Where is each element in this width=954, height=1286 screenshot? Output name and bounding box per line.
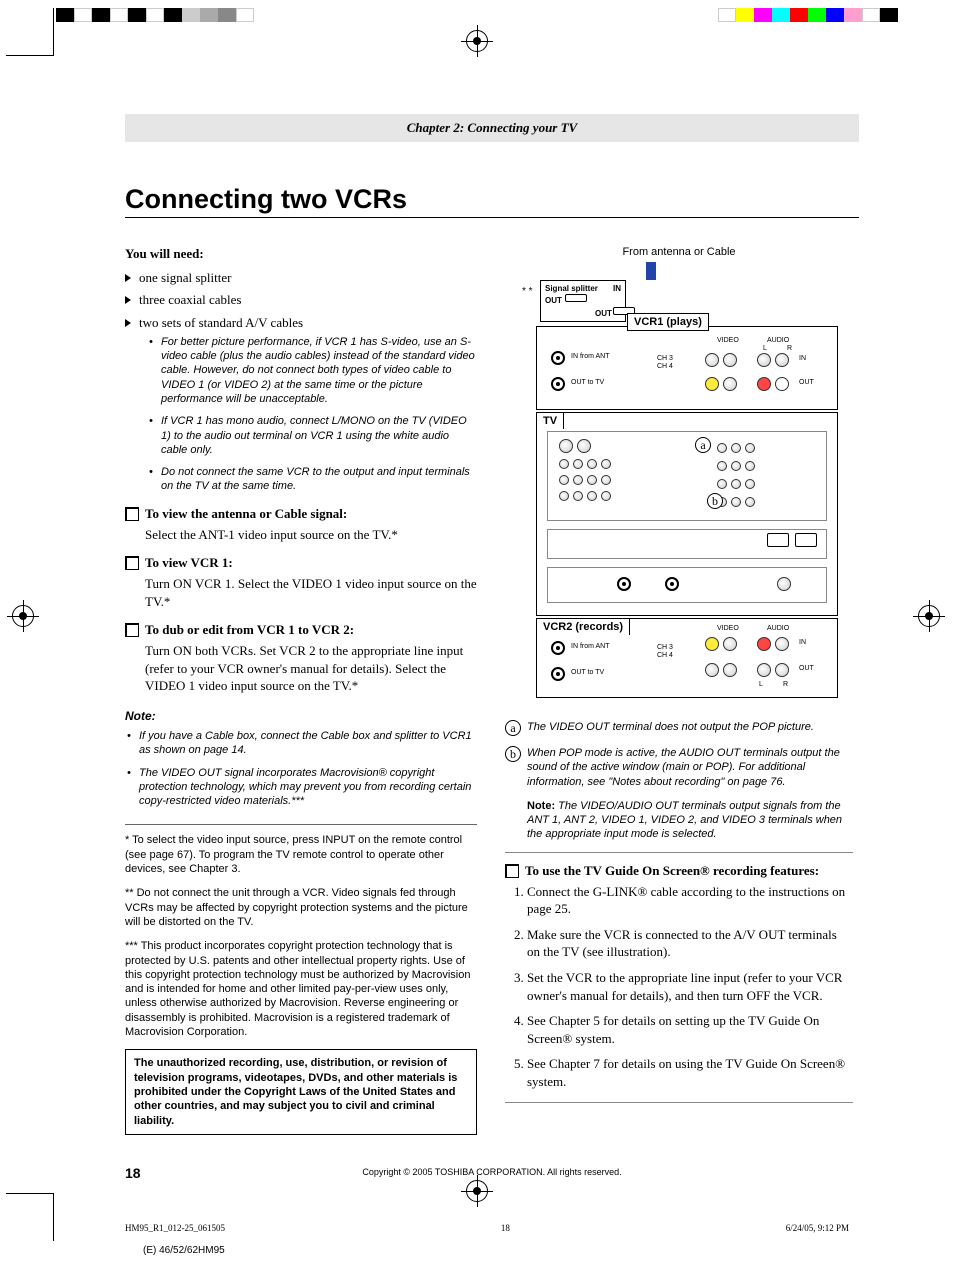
footnote: ** Do not connect the unit through a VCR… xyxy=(125,886,477,929)
diagram-caption: From antenna or Cable xyxy=(505,246,853,258)
chapter-heading: Chapter 2: Connecting your TV xyxy=(125,114,859,142)
vcr2-video: VIDEO xyxy=(717,625,739,632)
right-note: Note: The VIDEO/AUDIO OUT terminals outp… xyxy=(505,799,853,842)
tvguide-step: Make sure the VCR is connected to the A/… xyxy=(527,926,853,961)
vcr1-box: VCR1 (plays) IN from ANT OUT to TV CH 3 … xyxy=(536,326,838,410)
imprint-date: 6/24/05, 9:12 PM xyxy=(786,1223,849,1233)
vcr2-in-ant: IN from ANT xyxy=(571,643,610,650)
model-code: (E) 46/52/62HM95 xyxy=(143,1245,859,1256)
vcr1-video: VIDEO xyxy=(717,337,739,344)
need-subnotes: For better picture performance, if VCR 1… xyxy=(139,335,477,494)
annotation-letter: a xyxy=(505,720,521,736)
splitter-out: OUT xyxy=(545,296,562,305)
annotation-letter: b xyxy=(505,746,521,762)
vcr2-r: R xyxy=(783,681,788,688)
double-star: * * xyxy=(522,286,533,297)
vcr2-in: IN xyxy=(799,639,806,646)
vcr1-title: VCR1 (plays) xyxy=(627,313,709,331)
annotation-text: The VIDEO OUT terminal does not output t… xyxy=(527,720,814,736)
imprint-line: HM95_R1_012-25_061505 18 6/24/05, 9:12 P… xyxy=(125,1223,859,1233)
left-column: You will need: one signal splitter three… xyxy=(125,246,477,1135)
annotation-b: b When POP mode is active, the AUDIO OUT… xyxy=(505,746,853,789)
tv-title: TV xyxy=(536,412,564,429)
imprint-file: HM95_R1_012-25_061505 xyxy=(125,1223,225,1233)
imprint-page: 18 xyxy=(501,1223,510,1233)
vcr2-ch3: CH 3 xyxy=(657,644,673,651)
vcr1-out: OUT xyxy=(799,379,814,386)
diagram-label-b: b xyxy=(707,493,723,509)
tvguide-heading: To use the TV Guide On Screen® recording… xyxy=(505,863,853,879)
need-list: one signal splitter three coaxial cables… xyxy=(125,270,477,494)
connection-diagram: * * Signal splitter IN OUT OUT VCR1 (pla… xyxy=(516,262,842,702)
page-title: Connecting two VCRs xyxy=(125,184,859,215)
tvguide-step: Set the VCR to the appropriate line inpu… xyxy=(527,969,853,1004)
footnote: * To select the video input source, pres… xyxy=(125,833,477,876)
footnote-rule xyxy=(125,824,477,825)
annotation-a: a The VIDEO OUT terminal does not output… xyxy=(505,720,853,736)
need-item: one signal splitter xyxy=(139,270,477,286)
task-title: To dub or edit from VCR 1 to VCR 2: xyxy=(145,622,477,638)
need-subnote: If VCR 1 has mono audio, connect L/MONO … xyxy=(161,414,477,457)
tvguide-steps: Connect the G-LINK® cable according to t… xyxy=(505,883,853,1090)
vcr1-audio: AUDIO xyxy=(767,337,789,344)
copyright: Copyright © 2005 TOSHIBA CORPORATION. Al… xyxy=(125,1167,859,1177)
vcr1-ch4: CH 4 xyxy=(657,363,673,370)
vcr1-out-tv: OUT to TV xyxy=(571,379,604,386)
task-item: To dub or edit from VCR 1 to VCR 2: Turn… xyxy=(125,622,477,695)
vcr2-title: VCR2 (records) xyxy=(536,618,630,635)
tvguide-box: To use the TV Guide On Screen® recording… xyxy=(505,852,853,1103)
signal-splitter: Signal splitter IN OUT OUT xyxy=(540,280,626,322)
task-body: Select the ANT-1 video input source on t… xyxy=(145,526,477,544)
need-subnote: Do not connect the same VCR to the outpu… xyxy=(161,465,477,494)
tvguide-title: To use the TV Guide On Screen® recording… xyxy=(525,863,853,879)
note-item: The VIDEO OUT signal incorporates Macrov… xyxy=(139,766,477,809)
vcr2-audio: AUDIO xyxy=(767,625,789,632)
task-item: To view VCR 1: Turn ON VCR 1. Select the… xyxy=(125,555,477,610)
need-item-label: two sets of standard A/V cables xyxy=(139,315,303,330)
vcr1-r: R xyxy=(787,345,792,352)
vcr1-in-ant: IN from ANT xyxy=(571,353,610,360)
vcr1-ch3: CH 3 xyxy=(657,355,673,362)
note-item: If you have a Cable box, connect the Cab… xyxy=(139,729,477,758)
title-rule xyxy=(125,217,859,218)
right-note-text: The VIDEO/AUDIO OUT terminals output sig… xyxy=(527,800,842,841)
vcr2-box: VCR2 (records) IN from ANT OUT to TV CH … xyxy=(536,618,838,698)
vcr2-out: OUT xyxy=(799,665,814,672)
legal-warning: The unauthorized recording, use, distrib… xyxy=(125,1049,477,1134)
note-heading: Note: xyxy=(125,709,477,723)
vcr2-l: L xyxy=(759,681,763,688)
vcr1-in: IN xyxy=(799,355,806,362)
vcr1-l: L xyxy=(763,345,767,352)
splitter-in: IN xyxy=(613,284,621,293)
vcr2-ch4: CH 4 xyxy=(657,652,673,659)
page-footer: 18 Copyright © 2005 TOSHIBA CORPORATION.… xyxy=(125,1165,859,1183)
right-column: From antenna or Cable * * Signal splitte… xyxy=(505,246,853,1135)
note-list: If you have a Cable box, connect the Cab… xyxy=(125,729,477,808)
tvguide-step: See Chapter 5 for details on setting up … xyxy=(527,1012,853,1047)
tvguide-step: See Chapter 7 for details on using the T… xyxy=(527,1055,853,1090)
need-item: two sets of standard A/V cables For bett… xyxy=(139,315,477,494)
task-item: To view the antenna or Cable signal: Sel… xyxy=(125,506,477,544)
tvguide-step: Connect the G-LINK® cable according to t… xyxy=(527,883,853,918)
splitter-label: Signal splitter xyxy=(545,284,598,293)
antenna-lead xyxy=(646,262,656,280)
diagram-label-a: a xyxy=(695,437,711,453)
right-note-label: Note: xyxy=(527,800,555,812)
need-item: three coaxial cables xyxy=(139,292,477,308)
task-body: Turn ON VCR 1. Select the VIDEO 1 video … xyxy=(145,575,477,610)
footnote: *** This product incorporates copyright … xyxy=(125,939,477,1039)
task-title: To view VCR 1: xyxy=(145,555,477,571)
vcr2-out-tv: OUT to TV xyxy=(571,669,604,676)
task-body: Turn ON both VCRs. Set VCR 2 to the appr… xyxy=(145,642,477,695)
need-heading: You will need: xyxy=(125,246,477,262)
printer-color-bar xyxy=(0,8,954,22)
page-content: Chapter 2: Connecting your TV Connecting… xyxy=(0,22,954,1286)
need-subnote: For better picture performance, if VCR 1… xyxy=(161,335,477,406)
tv-box: TV a b xyxy=(536,412,838,616)
task-title: To view the antenna or Cable signal: xyxy=(145,506,477,522)
annotation-text: When POP mode is active, the AUDIO OUT t… xyxy=(527,746,853,789)
splitter-out: OUT xyxy=(595,309,612,318)
